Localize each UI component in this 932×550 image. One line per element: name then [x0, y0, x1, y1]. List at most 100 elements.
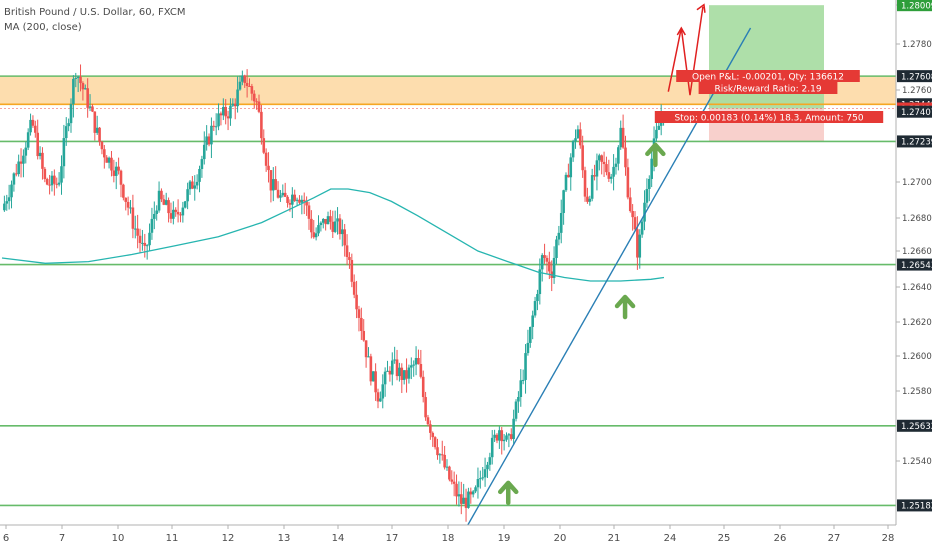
- candle: [424, 391, 427, 421]
- candle: [19, 148, 23, 178]
- candle-body: [141, 242, 144, 244]
- candle-body: [93, 111, 97, 133]
- candle: [598, 153, 601, 171]
- candle: [179, 212, 182, 223]
- candle: [336, 207, 339, 235]
- candle-body: [67, 123, 70, 127]
- candle-body: [531, 315, 534, 327]
- candle: [524, 344, 527, 394]
- candle-body: [274, 179, 277, 190]
- candle-body: [576, 129, 580, 139]
- green-up-arrow-icon: [614, 294, 636, 320]
- candle-body: [329, 216, 332, 222]
- candle-body: [5, 201, 9, 204]
- candle-body: [7, 197, 11, 202]
- candle: [341, 219, 344, 247]
- candle: [593, 164, 596, 181]
- candle-body: [14, 173, 18, 175]
- candle: [43, 166, 47, 183]
- candle: [136, 214, 139, 249]
- candle: [479, 470, 482, 489]
- candle-body: [512, 418, 515, 439]
- candle: [298, 195, 301, 205]
- stop-label-text: Stop: 0.00183 (0.14%) 18.3, Amount: 750: [674, 114, 863, 124]
- candle: [62, 124, 66, 179]
- candle-body: [540, 255, 544, 270]
- candle-body: [169, 213, 173, 219]
- candle-body: [469, 491, 473, 495]
- price-label: 1.25182: [901, 502, 932, 512]
- candle-body: [578, 129, 582, 146]
- candle: [95, 115, 99, 135]
- candle-body: [105, 157, 109, 163]
- candle: [88, 94, 92, 112]
- candle-body: [543, 255, 546, 258]
- candle-body: [271, 179, 275, 191]
- candle: [619, 120, 623, 150]
- candle-body: [48, 184, 51, 186]
- candle: [483, 457, 487, 487]
- candle-body: [57, 182, 61, 185]
- candle-body: [459, 494, 463, 504]
- candle-body: [138, 235, 142, 244]
- candle-body: [41, 152, 44, 169]
- x-tick-label: 19: [498, 533, 511, 544]
- candle-body: [352, 281, 356, 295]
- candle-body: [34, 125, 37, 133]
- candle-body: [452, 481, 456, 484]
- candle-body: [207, 136, 211, 145]
- candle: [172, 201, 175, 225]
- candle-body: [74, 78, 78, 80]
- candle: [450, 470, 454, 485]
- candle-body: [569, 157, 573, 178]
- candle: [552, 246, 556, 284]
- candle-body: [538, 269, 542, 295]
- candle: [153, 201, 156, 230]
- price-label: 1.27407: [901, 108, 932, 118]
- candle-body: [226, 116, 230, 119]
- candle-body: [526, 342, 530, 354]
- candle: [300, 195, 304, 215]
- x-tick-label: 11: [166, 533, 179, 544]
- candle-body: [376, 392, 380, 402]
- candle-body: [519, 380, 523, 397]
- candle: [131, 194, 135, 239]
- candle: [271, 167, 275, 202]
- candle: [367, 347, 370, 358]
- candle: [329, 209, 332, 230]
- candle: [355, 280, 358, 319]
- candle: [307, 201, 311, 230]
- candle-body: [210, 125, 213, 145]
- candle-body: [338, 218, 342, 235]
- candle-body: [326, 216, 330, 225]
- candle: [521, 369, 525, 385]
- candle: [571, 139, 575, 162]
- candle: [50, 171, 54, 192]
- candle: [600, 154, 603, 175]
- x-tick-label: 14: [332, 533, 345, 544]
- candle-body: [593, 175, 596, 177]
- candle-body: [419, 364, 423, 377]
- candle: [383, 367, 387, 397]
- candle: [76, 75, 80, 93]
- y-tick-label: 1.27800: [902, 40, 932, 50]
- candle: [360, 307, 363, 340]
- candle: [295, 197, 299, 206]
- candle-body: [88, 106, 92, 108]
- candle-body: [567, 174, 570, 178]
- candle: [388, 366, 392, 382]
- candle: [205, 125, 208, 151]
- candle: [169, 202, 173, 224]
- candle: [609, 173, 613, 184]
- candle: [283, 182, 287, 198]
- y-tick-label: 1.26400: [902, 283, 932, 293]
- candle: [231, 98, 235, 107]
- candle: [605, 156, 608, 176]
- candle-body: [364, 340, 368, 358]
- candle: [467, 487, 470, 509]
- candle: [53, 169, 56, 196]
- candle: [112, 159, 116, 183]
- candle-body: [333, 221, 337, 232]
- candle-body: [241, 75, 244, 82]
